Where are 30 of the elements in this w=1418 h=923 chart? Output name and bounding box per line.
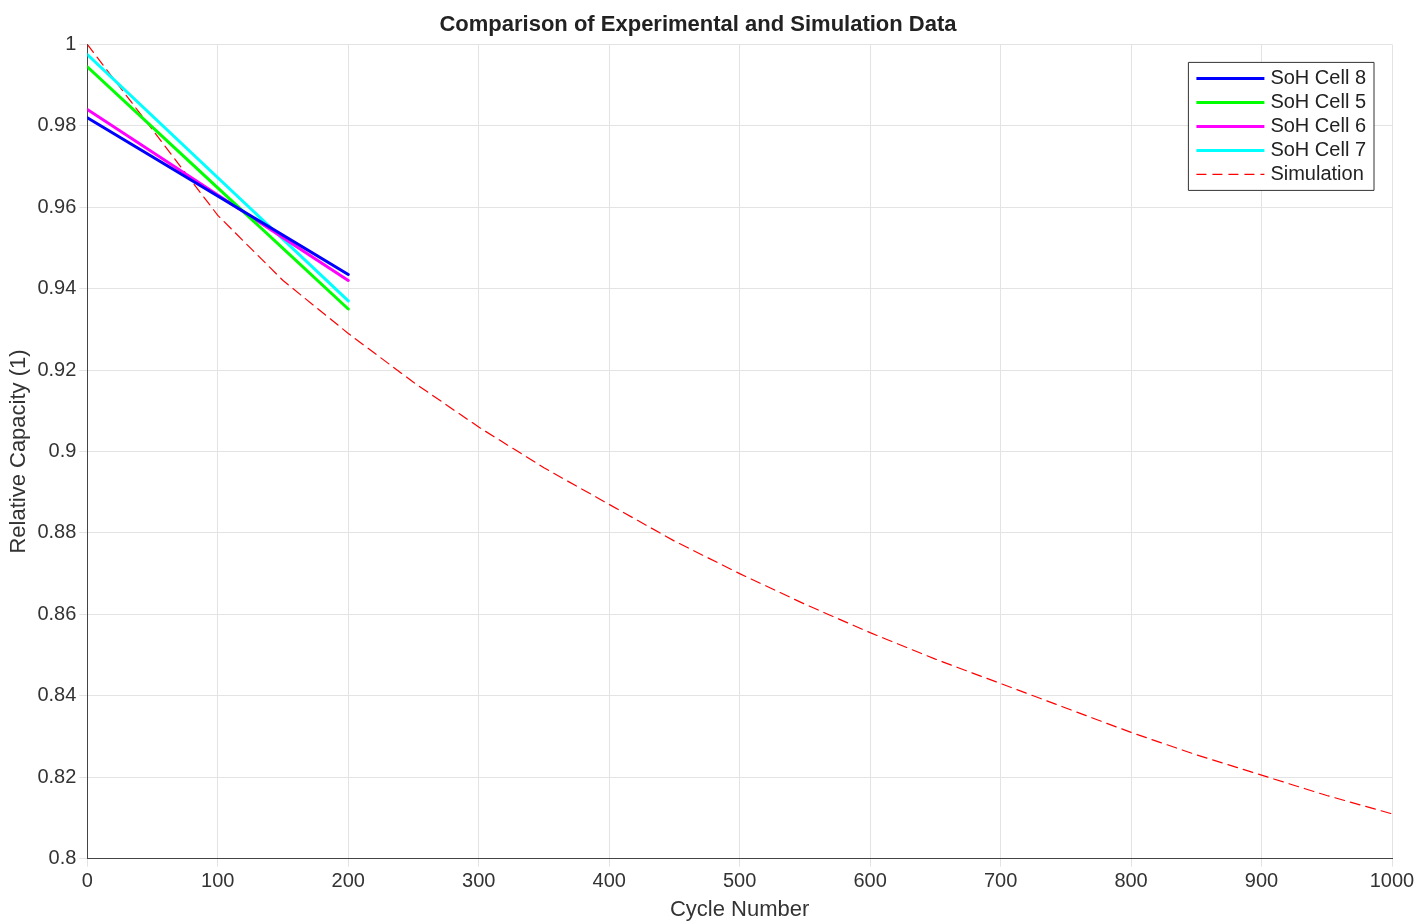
x-tick-label: 0 [81, 869, 93, 892]
chart-title: Comparison of Experimental and Simulation Data [439, 11, 958, 37]
y-tick-label: 0.8 [48, 846, 77, 869]
x-tick-label: 900 [1244, 869, 1279, 892]
x-tick-label: 700 [983, 869, 1018, 892]
y-tick-label: 0.96 [37, 194, 77, 217]
y-tick-label: 0.88 [37, 520, 77, 543]
y-tick-label: 0.86 [37, 601, 77, 624]
legend-label: Simulation [1270, 161, 1364, 184]
x-tick-label: 800 [1114, 869, 1148, 892]
x-tick-label: 300 [462, 869, 496, 892]
y-tick-label: 0.94 [37, 276, 77, 299]
legend-label: SoH Cell 5 [1270, 89, 1367, 112]
y-axis-title: Relative Capacity (1) [5, 349, 31, 554]
legend-label: SoH Cell 8 [1270, 65, 1367, 88]
x-axis-title: Cycle Number [669, 895, 810, 921]
y-tick-label: 0.84 [37, 683, 77, 706]
y-tick-label: 1 [65, 31, 77, 54]
x-tick-label: 400 [592, 869, 626, 892]
x-tick-label: 600 [853, 869, 887, 892]
x-tick-label: 1000 [1369, 869, 1415, 892]
y-tick-label: 0.9 [48, 439, 77, 462]
x-tick-label: 100 [201, 869, 235, 892]
y-tick-label: 0.98 [37, 113, 77, 136]
x-tick-label: 500 [722, 869, 757, 892]
y-tick-label: 0.92 [37, 357, 77, 380]
y-tick-label: 0.82 [37, 764, 77, 787]
legend-label: SoH Cell 7 [1270, 137, 1367, 160]
x-tick-label: 200 [331, 869, 365, 892]
legend-label: SoH Cell 6 [1270, 113, 1367, 136]
